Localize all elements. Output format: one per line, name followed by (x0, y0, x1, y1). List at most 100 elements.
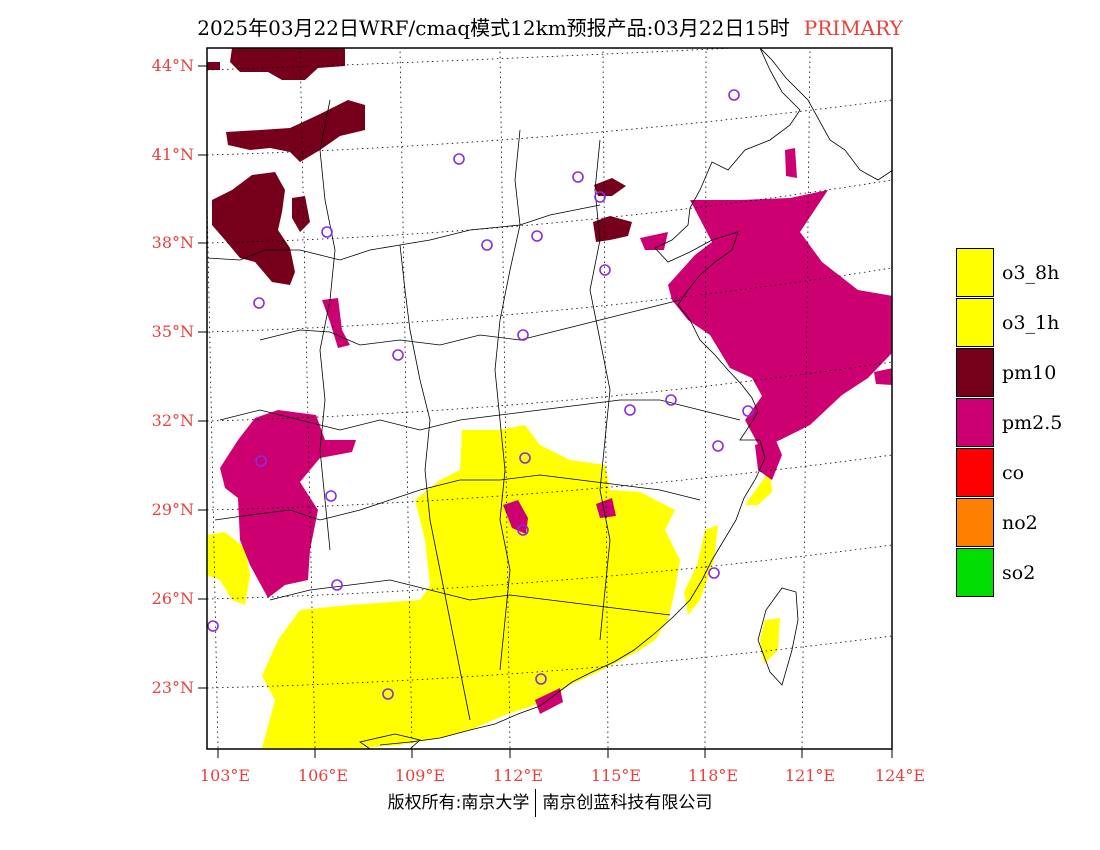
axis-ticks (198, 65, 893, 758)
o3-region-east-coast (684, 525, 718, 615)
province-border-d (214, 474, 701, 521)
o3-region-west (207, 532, 250, 605)
station-marker (531, 230, 543, 242)
coastline (379, 48, 892, 746)
map-frame (206, 47, 893, 750)
lat-label-26n: 26°N (151, 589, 194, 608)
meridian-106e (299, 48, 316, 749)
station-marker (728, 89, 740, 101)
pm25-region-beijing-patch (640, 232, 668, 250)
station-marker (321, 226, 333, 238)
province-border-b (259, 299, 681, 346)
province-border-h (589, 139, 611, 641)
pm25-region-sichuan (220, 410, 356, 598)
meridian-121e (801, 48, 811, 749)
lon-label-115e: 115°E (590, 766, 642, 785)
lon-label-124e: 124°E (874, 766, 926, 785)
meridian-115e (602, 48, 609, 749)
o3-region-fujian (745, 470, 772, 505)
taiwan-outline (757, 587, 799, 686)
station-marker (712, 440, 724, 452)
pm10-region-beijing (594, 178, 626, 196)
meridian-118e (704, 48, 707, 749)
lat-label-23n: 23°N (151, 678, 194, 697)
station-marker (517, 524, 529, 536)
legend-label: no2 (1002, 512, 1038, 534)
title-main: 2025年03月22日WRF/cmaq模式12km预报产品:03月22日15时 (197, 16, 790, 40)
station-marker (517, 329, 529, 341)
graticule (207, 48, 892, 749)
legend-swatch (956, 448, 994, 497)
meridian-109e (399, 48, 413, 749)
station-marker (624, 404, 636, 416)
station-marker (519, 452, 531, 464)
title-tag: PRIMARY (803, 16, 903, 40)
pm25-region-shaanxi-strip (322, 298, 350, 348)
lat-label-38n: 38°N (151, 233, 194, 252)
legend-swatch (956, 498, 994, 547)
legend-swatch (956, 248, 994, 297)
legend-swatch (956, 348, 994, 397)
lon-label-112e: 112°E (492, 766, 544, 785)
lat-label-32n: 32°N (151, 411, 194, 430)
province-border-f (399, 244, 471, 721)
lat-label-41n: 41°N (151, 145, 194, 164)
province-border-i (319, 99, 336, 551)
parallel-35n (207, 267, 892, 333)
pm25-region-layer (220, 148, 892, 714)
station-marker (382, 688, 394, 700)
lon-label-118e: 118°E (687, 766, 739, 785)
copyright-right: 南京创蓝科技有限公司 (542, 793, 713, 813)
station-marker (331, 579, 343, 591)
legend-label: pm10 (1002, 362, 1057, 384)
station-marker (325, 490, 337, 502)
pm10-region-layer (207, 48, 632, 285)
hainan-outline (359, 733, 421, 749)
station-layer (207, 89, 754, 700)
legend-label: co (1002, 462, 1025, 484)
station-marker (572, 171, 584, 183)
station-marker (594, 191, 606, 203)
legend-swatch (956, 548, 994, 597)
station-marker (535, 673, 547, 685)
lat-label-29n: 29°N (151, 500, 194, 519)
station-marker (253, 297, 265, 309)
legend-label: pm2.5 (1002, 412, 1063, 434)
province-border-a (207, 204, 601, 261)
legend-label: so2 (1002, 562, 1036, 584)
o3-region-taiwan (760, 618, 780, 664)
station-marker (392, 349, 404, 361)
pm25-region-yellow-sea-patch (874, 368, 892, 385)
station-marker (481, 239, 493, 251)
pm25-region-east-sea (668, 190, 892, 448)
pm10-region-ordos (212, 172, 295, 285)
copyright-left: 版权所有:南京大学 (387, 793, 530, 813)
lon-label-121e: 121°E (784, 766, 836, 785)
station-marker (665, 394, 677, 406)
lon-label-109e: 109°E (394, 766, 446, 785)
pm10-region-inner-mongolia-north (230, 48, 345, 80)
pm10-region-ningxia-patch (292, 196, 310, 232)
province-border-c (219, 399, 741, 431)
lat-label-44n: 44°N (151, 56, 194, 75)
station-marker (255, 455, 267, 467)
pm25-region-zhejiang-coast (755, 438, 782, 480)
station-marker (708, 567, 720, 579)
pm10-region-inner-mongolia-mid (226, 100, 365, 162)
pm25-region-bohai-edge (785, 148, 797, 178)
map-title: 2025年03月22日WRF/cmaq模式12km预报产品:03月22日15时 P… (0, 12, 1100, 41)
meridian-112e (499, 48, 511, 749)
station-marker (453, 153, 465, 165)
o3-region-south (262, 425, 680, 748)
station-marker (742, 405, 754, 417)
station-marker (207, 620, 219, 632)
legend-swatch (956, 398, 994, 447)
footer-separator (535, 789, 537, 817)
copyright-footer: 版权所有:南京大学 南京创蓝科技有限公司 (300, 788, 800, 817)
legend-swatch (956, 298, 994, 347)
lon-label-103e: 103°E (199, 766, 251, 785)
province-border-g (494, 129, 521, 671)
lat-label-35n: 35°N (151, 322, 194, 341)
boundary-layer (207, 48, 892, 749)
